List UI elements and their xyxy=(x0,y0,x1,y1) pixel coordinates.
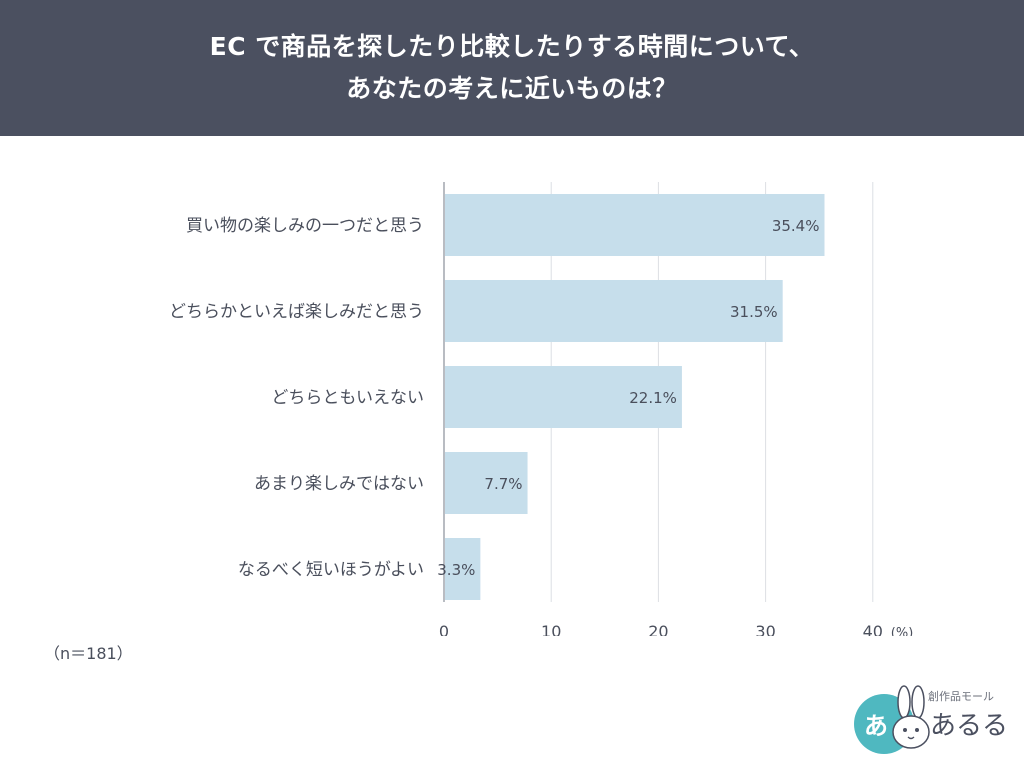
x-tick-label: 20 xyxy=(648,622,668,636)
data-label: 22.1% xyxy=(629,389,677,407)
arulu-logo: あ 創作品モール あるる xyxy=(854,685,1008,754)
category-label: どちらかといえば楽しみだと思う xyxy=(169,302,424,322)
x-tick-label: 0 xyxy=(439,622,449,636)
chart-title-line-2: あなたの考えに近いものは？ xyxy=(346,74,678,103)
category-label: なるべく短いほうがよい xyxy=(238,560,424,580)
sample-size-note: （n＝181） xyxy=(44,644,133,663)
bar xyxy=(445,194,825,256)
bar xyxy=(445,280,783,342)
logo-subtitle: 創作品モール xyxy=(928,689,994,703)
bar-chart: 0 10 20 30 40 (%) 買い物の楽しみの一つだと思う 35.4% どちらかといえば楽… xyxy=(169,182,914,636)
bar xyxy=(445,538,481,600)
x-unit-label: (%) xyxy=(891,626,914,636)
chart-title-line-1: EC で商品を探したり比較したりする時間について、 xyxy=(209,32,815,61)
chart-header: EC で商品を探したり比較したりする時間について、 あなたの考えに近いものは？ xyxy=(0,0,1024,136)
logo-badge-text: あ xyxy=(864,712,888,740)
x-tick-label: 30 xyxy=(755,622,775,636)
data-label: 3.3% xyxy=(437,561,475,579)
x-tick-label: 40 xyxy=(863,622,883,636)
category-label: どちらともいえない xyxy=(271,388,424,408)
category-label: 買い物の楽しみの一つだと思う xyxy=(186,216,424,236)
data-label: 35.4% xyxy=(772,217,820,235)
data-label: 31.5% xyxy=(730,303,778,321)
bar xyxy=(445,452,528,514)
rabbit-icon xyxy=(892,685,930,749)
logo-name: あるる xyxy=(930,711,1008,741)
category-label: あまり楽しみではない xyxy=(254,474,424,494)
data-label: 7.7% xyxy=(484,475,522,493)
x-tick-label: 10 xyxy=(541,622,561,636)
bar xyxy=(445,366,682,428)
